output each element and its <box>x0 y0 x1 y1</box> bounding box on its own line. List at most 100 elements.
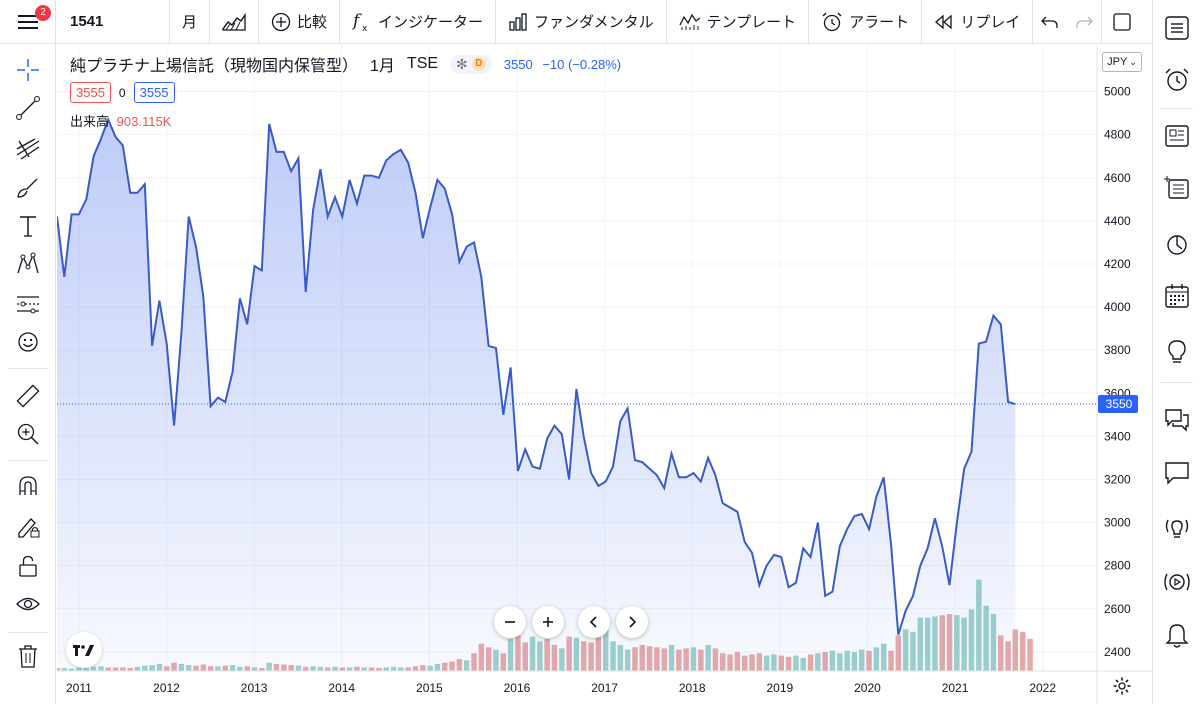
live-button[interactable] <box>1161 566 1193 598</box>
legend-exchange: TSE <box>406 55 439 72</box>
lock-all-tool[interactable] <box>12 550 44 582</box>
zoom-out-button[interactable] <box>494 606 526 638</box>
templates-label: テンプレート <box>706 14 797 31</box>
chats-button[interactable] <box>1161 404 1193 436</box>
compare-button[interactable]: 比較 <box>259 0 341 44</box>
symbol-search-button[interactable]: 1541 <box>56 0 170 44</box>
bell-icon <box>1165 624 1189 648</box>
measure-tool[interactable] <box>12 380 44 412</box>
hotlists-button[interactable] <box>1161 228 1193 260</box>
alert-button[interactable]: アラート <box>809 0 923 44</box>
broadcast-bulb-icon <box>1165 519 1189 538</box>
time-axis[interactable]: 2011 2012 2013 2014 2015 2016 2017 2018 2019 2020… <box>57 670 1152 695</box>
trend-line-icon <box>16 96 40 120</box>
calendar-button[interactable] <box>1161 280 1193 312</box>
svg-text:f: f <box>352 11 362 31</box>
bar-chart-icon <box>509 12 527 31</box>
brush-icon <box>17 178 38 198</box>
symbol-title[interactable]: 純プラチナ上場信託（現物国内保管型） <box>70 58 359 75</box>
toolbar-divider <box>8 368 48 369</box>
messages-button[interactable] <box>1161 456 1193 488</box>
toolbar-divider <box>8 632 48 633</box>
notifications-button[interactable] <box>1161 620 1193 652</box>
volume-legend[interactable]: 出来高 903.115K <box>70 111 621 130</box>
toolbar-divider <box>8 460 48 461</box>
chevron-right-icon <box>629 616 637 628</box>
price-tick-label: 4600 <box>1104 171 1131 185</box>
undo-button[interactable] <box>1033 0 1067 44</box>
time-tick-label: 2019 <box>766 681 793 695</box>
brush-tool[interactable] <box>12 172 44 204</box>
price-axis[interactable]: 2400260028003000320034003600380040004200… <box>1096 45 1131 704</box>
price-tick-label: 3400 <box>1104 429 1131 443</box>
streams-button[interactable] <box>1161 512 1193 544</box>
remove-drawings-tool[interactable] <box>12 640 44 672</box>
magnet-tool[interactable] <box>12 470 44 502</box>
sell-price[interactable]: 3555 <box>70 82 111 103</box>
trash-icon <box>19 645 37 668</box>
main-menu-button[interactable]: 2 <box>0 0 56 44</box>
redo-icon <box>1076 16 1094 28</box>
settings-gear-icon[interactable] <box>1112 676 1132 696</box>
interval-button[interactable]: 月 <box>170 0 211 44</box>
lock-drawing-tool[interactable] <box>12 510 44 542</box>
icons-tool[interactable] <box>12 326 44 358</box>
buy-price[interactable]: 3555 <box>133 82 175 103</box>
fundamentals-button[interactable]: ファンダメンタル <box>496 0 667 44</box>
layout-button[interactable] <box>1102 0 1142 44</box>
chart-navigation <box>494 606 648 638</box>
price-tick-label: 3800 <box>1104 343 1131 357</box>
scroll-left-button[interactable] <box>578 606 610 638</box>
rewind-icon <box>935 14 952 29</box>
templates-button[interactable]: テンプレート <box>667 0 810 44</box>
last-value: 3550 −10 (−0.28%) <box>504 57 621 72</box>
last-price-text: 3550 <box>1106 397 1133 411</box>
chat-bubbles-icon <box>1165 409 1189 432</box>
price-tick-label: 4200 <box>1104 257 1131 271</box>
data-window-icon <box>1164 176 1189 199</box>
alerts-button[interactable] <box>1161 64 1193 96</box>
zoom-in-tool[interactable] <box>12 418 44 450</box>
data-window-button[interactable] <box>1161 172 1193 204</box>
scroll-right-button[interactable] <box>616 606 648 638</box>
alert-label: アラート <box>849 14 910 31</box>
snowflake-icon: ✻ <box>456 55 468 72</box>
news-button[interactable] <box>1161 120 1193 152</box>
crosshair-tool[interactable] <box>12 54 44 86</box>
volume-bar <box>1020 631 1026 671</box>
delayed-badge[interactable]: ✻ D <box>450 54 492 74</box>
chart-pane[interactable]: 2400 2600 2800 3000 3200 3400 3600 3800 4000 4200… <box>57 45 1152 704</box>
crosshair-icon <box>17 59 39 81</box>
text-tool[interactable] <box>12 210 44 242</box>
watchlist-button[interactable] <box>1161 12 1193 44</box>
chart-style-button[interactable] <box>210 0 260 44</box>
trend-line-tool[interactable] <box>12 92 44 124</box>
time-tick-label: 2015 <box>416 681 443 695</box>
ruler-icon <box>16 384 40 408</box>
pattern-tool[interactable] <box>12 248 44 280</box>
chevron-down-icon: ⌄ <box>1129 56 1137 67</box>
redo-button[interactable] <box>1067 0 1103 44</box>
tradingview-logo[interactable] <box>66 632 102 668</box>
fib-tool[interactable] <box>12 132 44 164</box>
price-chart[interactable]: 2400260028003000320034003600380040004200… <box>57 45 1152 704</box>
tv-logo-icon <box>73 645 94 656</box>
forecast-tool[interactable] <box>12 288 44 320</box>
volume-value: 903.115K <box>116 114 172 129</box>
pattern-icon <box>17 252 39 274</box>
price-change: −10 (−0.28%) <box>542 56 622 72</box>
notification-badge: 2 <box>35 4 51 21</box>
zoom-in-button[interactable] <box>532 606 564 638</box>
replay-button[interactable]: リプレイ <box>922 0 1034 44</box>
currency-selector[interactable]: JPY ⌄ <box>1102 52 1142 72</box>
time-tick-label: 2014 <box>328 681 355 695</box>
price-tick-label: 4400 <box>1104 214 1131 228</box>
pencil-lock-icon <box>18 518 40 538</box>
ideas-button[interactable] <box>1161 336 1193 368</box>
pitchfork-icon <box>16 138 40 160</box>
newspaper-icon <box>1165 125 1189 147</box>
time-tick-label: 2013 <box>241 681 268 695</box>
hide-drawings-tool[interactable] <box>12 588 44 620</box>
